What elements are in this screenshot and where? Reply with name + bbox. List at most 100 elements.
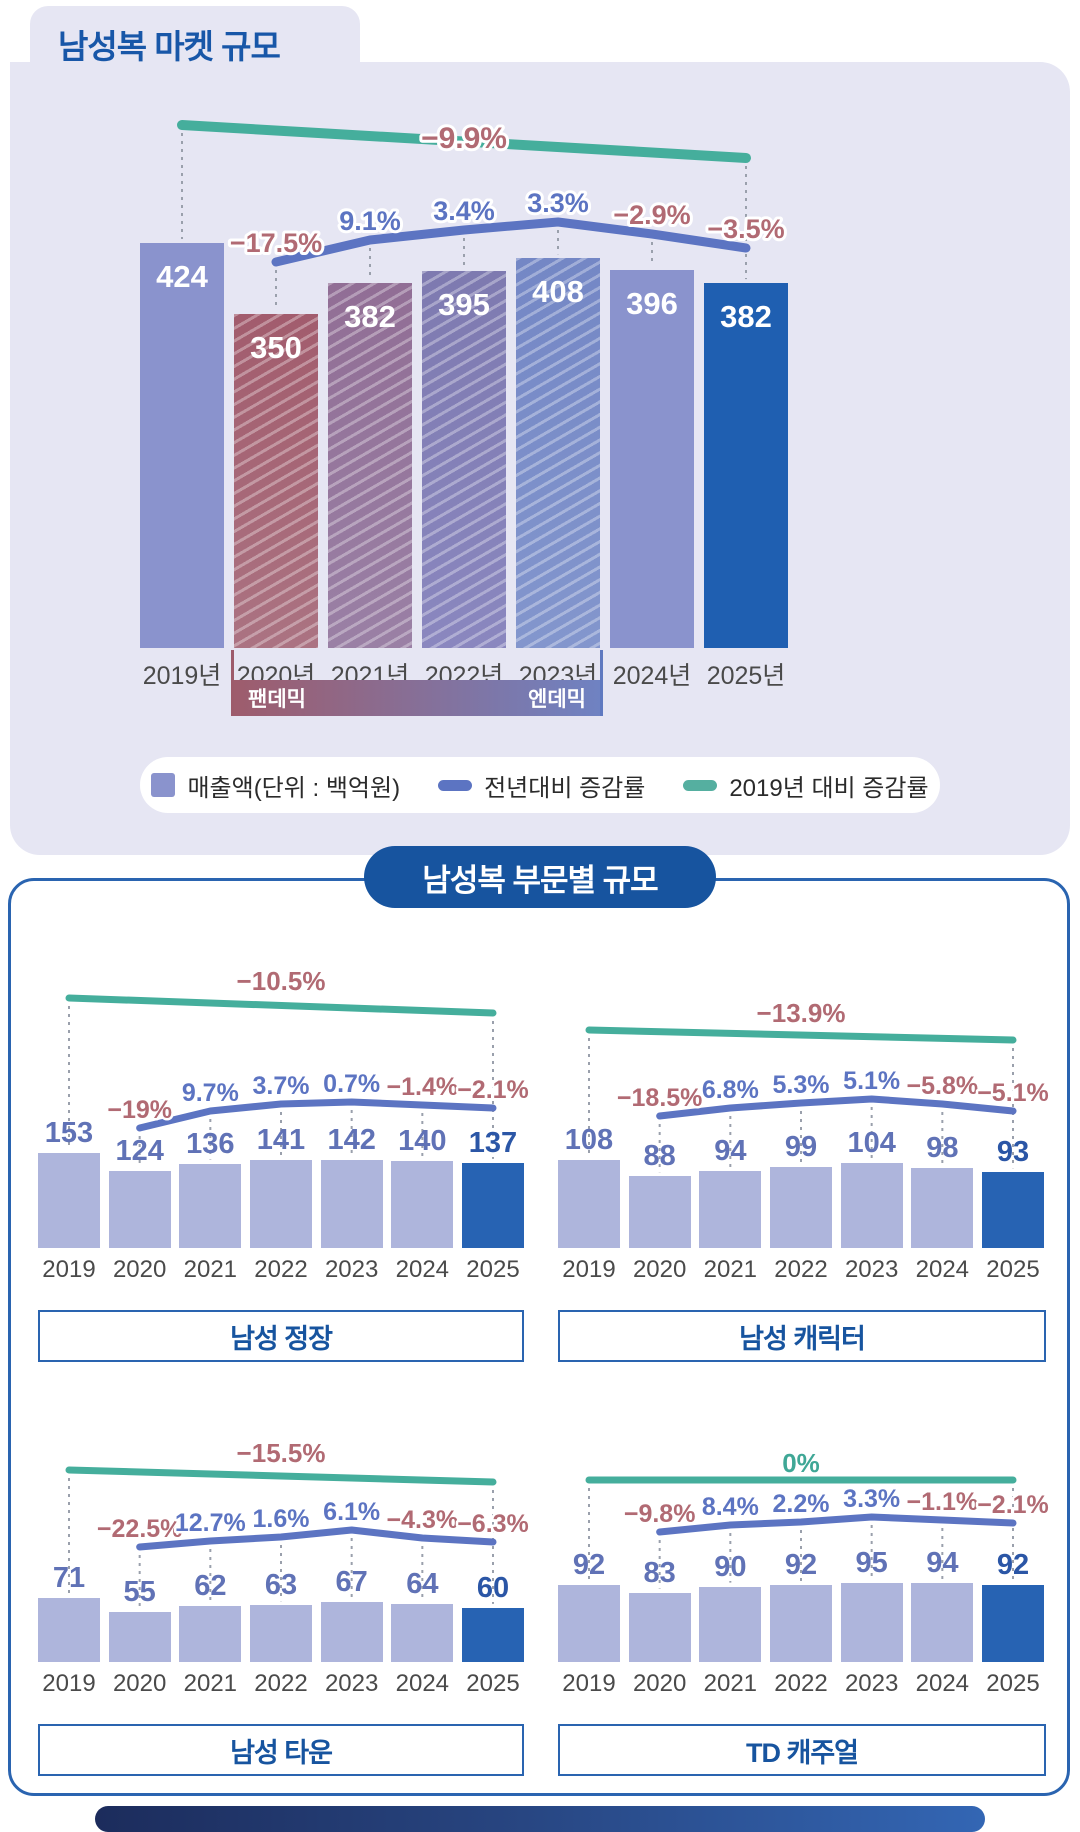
- yoy-change-label-2024: −5.8%: [907, 1072, 979, 1100]
- bar-2024: [911, 1168, 974, 1248]
- vs2019-change-label: −10.5%: [237, 966, 326, 996]
- chart-lines-overlay: −15.5% −22.5%12.7% 1.6% 6.1% −4.3% −6.3%: [65, 1436, 531, 1609]
- year-label-2020: 2020: [632, 1670, 687, 1697]
- chart-title-men-town: 남성 타운: [230, 1737, 333, 1768]
- yoy-change-label-2021년: 9.1%: [339, 206, 401, 236]
- value-label-2019년: 424: [156, 259, 208, 294]
- yoy-change-label-2025: −6.3%: [457, 1510, 529, 1538]
- bar-2025: [982, 1172, 1044, 1248]
- endemic-label: 엔데믹: [528, 688, 586, 711]
- chart-lines-overlay: −10.5% −19% 9.7% 3.7% 0.7% −1.4% −2.1%: [65, 964, 531, 1168]
- yoy-change-label-2025: −5.1%: [977, 1079, 1049, 1107]
- yoy-change-label-2024: −1.1%: [907, 1488, 979, 1516]
- year-label-2021: 2021: [703, 1670, 758, 1697]
- yoy-change-label-2020: −22.5%: [97, 1515, 183, 1543]
- bar-2021: [179, 1606, 242, 1662]
- bar-2025: [462, 1162, 524, 1248]
- year-label-2025: 2025: [986, 1256, 1040, 1283]
- value-label-2024: 140: [398, 1125, 447, 1158]
- value-label-2020년: 350: [250, 329, 302, 365]
- chart-men-suits: −10.5% −19% 9.7% 3.7% 0.7% −1.4% −2.1% 153 2019 1…: [38, 948, 531, 1292]
- value-label-2020: 83: [643, 1556, 676, 1589]
- value-label-2023: 142: [327, 1123, 376, 1156]
- yoy-line-swatch-icon: [438, 779, 473, 791]
- year-label-2022: 2022: [774, 1256, 828, 1283]
- vs2019-change-label: −15.5%: [237, 1438, 326, 1468]
- chart-lines-overlay: −13.9% −18.5% 6.8% 5.3% 5.1% −5.8% −5.1%: [585, 996, 1051, 1173]
- bar-swatch-icon: [151, 773, 176, 797]
- value-label-2024년: 396: [626, 285, 678, 321]
- segment-section-title-pill: 남성복 부문별 규모: [364, 846, 716, 908]
- bar-2020년: [234, 313, 318, 648]
- year-label-2023: 2023: [324, 1256, 379, 1283]
- yoy-change-label-2024: −1.4%: [387, 1073, 459, 1101]
- bar-2022년: [422, 270, 506, 648]
- bar-2023: [320, 1159, 383, 1248]
- year-label-2020: 2020: [112, 1256, 167, 1283]
- pandemic-band-right-edge: [600, 650, 603, 716]
- year-label-2023: 2023: [844, 1256, 899, 1283]
- yoy-change-label-2022: 1.6%: [253, 1505, 310, 1533]
- yoy-change-label-2022: 5.3%: [773, 1071, 830, 1099]
- chart-title-box-men-character: 남성 캐릭터: [558, 1310, 1046, 1362]
- yoy-change-label-2022: 2.2%: [773, 1490, 830, 1518]
- bar-2022: [770, 1585, 832, 1662]
- value-label-2025: 137: [468, 1126, 518, 1159]
- year-label-2019년: 2019년: [142, 662, 222, 690]
- year-label-2024: 2024: [395, 1256, 450, 1283]
- legend-item-sales: 매출액(단위 : 백억원): [151, 768, 400, 803]
- bar-2023년: [516, 258, 600, 648]
- yoy-change-label-2025: −2.1%: [977, 1491, 1049, 1519]
- bar-2019: [38, 1598, 100, 1662]
- value-label-2022년: 395: [438, 286, 490, 322]
- bar-2025년: [704, 283, 788, 648]
- year-label-2021: 2021: [183, 1256, 238, 1283]
- vs2019-line-swatch-icon: [683, 779, 718, 791]
- value-label-2020: 124: [115, 1135, 164, 1167]
- bar-2021: [179, 1163, 242, 1248]
- year-label-2019: 2019: [562, 1256, 616, 1283]
- legend-item-yoy: 전년대비 증감률: [438, 768, 645, 803]
- chart-legend: 매출액(단위 : 백억원) 전년대비 증감률 2019년 대비 증감률: [140, 757, 940, 813]
- bar-2019년: [140, 243, 224, 648]
- chart-men-character: −13.9% −18.5% 6.8% 5.3% 5.1% −5.8% −5.1% 108 201…: [558, 948, 1051, 1292]
- year-label-2020: 2020: [632, 1256, 687, 1283]
- value-label-2021: 94: [714, 1135, 747, 1168]
- vs2019-change-label: −13.9%: [757, 998, 846, 1028]
- value-label-2019: 71: [52, 1562, 86, 1594]
- chart-title-box-men-town: 남성 타운: [38, 1724, 524, 1776]
- chart-lines-overlay: 0% −9.8% 8.4% 2.2% 3.3% −1.1% −2.1%: [585, 1446, 1051, 1589]
- legend-label-yoy: 전년대비 증감률: [484, 774, 646, 802]
- yoy-change-label-2020년: −17.5%: [230, 228, 322, 258]
- bar-2022: [250, 1160, 312, 1248]
- pandemic-endemic-band: 팬데믹 엔데믹: [234, 680, 600, 716]
- year-label-2024: 2024: [915, 1256, 970, 1283]
- legend-item-vs2019: 2019년 대비 증감률: [683, 768, 929, 803]
- value-label-2023: 104: [847, 1127, 896, 1160]
- bar-2024년: [610, 269, 694, 648]
- value-label-2021: 136: [186, 1127, 235, 1160]
- year-label-2020: 2020: [112, 1670, 167, 1697]
- yoy-change-label-2023: 6.1%: [323, 1498, 380, 1526]
- value-label-2021년: 382: [344, 299, 396, 335]
- yoy-change-label-2021: 9.7%: [182, 1079, 239, 1107]
- value-label-2024: 98: [926, 1132, 959, 1165]
- bar-2025: [982, 1585, 1044, 1662]
- yoy-change-label-2023: 5.1%: [843, 1067, 900, 1095]
- legend-label-vs2019: 2019년 대비 증감률: [729, 774, 929, 802]
- value-label-2025: 60: [476, 1571, 510, 1604]
- bar-2022: [770, 1167, 832, 1248]
- chart-market-total: −9.9% −17.5% 9.1% 3.4% 3.3% −2.9% −3.5% 424 2019…: [140, 88, 788, 692]
- value-label-2024: 64: [406, 1568, 439, 1601]
- vs2019-change-label: −9.9%: [421, 122, 507, 155]
- bar-2024: [391, 1604, 454, 1662]
- year-label-2021: 2021: [703, 1256, 758, 1283]
- legend-label-sales: 매출액(단위 : 백억원): [187, 774, 401, 802]
- yoy-change-label-2023년: 3.3%: [527, 188, 589, 218]
- value-label-2024: 94: [926, 1547, 959, 1580]
- bar-2019: [558, 1160, 620, 1248]
- value-label-2019: 108: [564, 1124, 614, 1156]
- yoy-change-label-2023: 3.3%: [843, 1485, 900, 1513]
- year-label-2023: 2023: [324, 1670, 379, 1697]
